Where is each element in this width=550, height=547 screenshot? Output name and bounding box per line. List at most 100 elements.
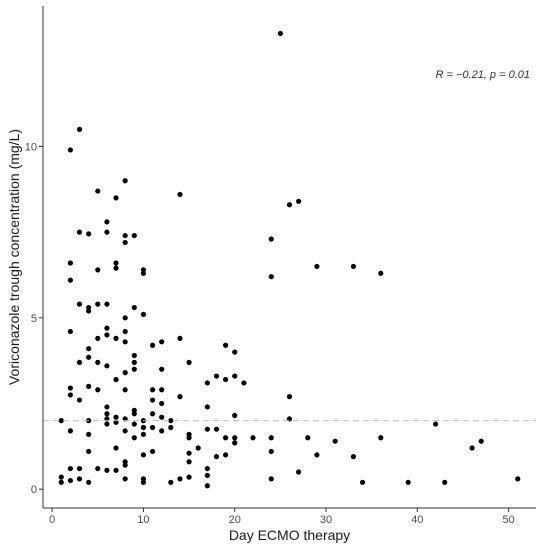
- data-point: [131, 435, 137, 441]
- data-point: [76, 476, 83, 482]
- data-point: [149, 424, 156, 431]
- data-point: [159, 387, 165, 393]
- data-point: [86, 431, 92, 437]
- data-point: [122, 428, 128, 434]
- data-point: [67, 385, 73, 391]
- data-point: [204, 426, 210, 432]
- data-point: [76, 397, 83, 403]
- data-point: [140, 270, 147, 276]
- data-point: [67, 392, 73, 398]
- data-point: [268, 274, 274, 280]
- data-point: [95, 301, 101, 307]
- data-point: [122, 328, 128, 335]
- data-point: [104, 404, 110, 410]
- data-point: [67, 328, 73, 335]
- data-point: [378, 435, 384, 441]
- data-point: [113, 376, 119, 383]
- data-point: [131, 232, 137, 239]
- data-point: [113, 414, 119, 420]
- data-point: [122, 462, 128, 468]
- data-point: [86, 231, 92, 237]
- data-point: [177, 394, 183, 400]
- data-point: [204, 465, 210, 472]
- data-point: [314, 452, 320, 458]
- data-point: [86, 479, 92, 485]
- data-point: [195, 445, 201, 451]
- data-point: [350, 263, 357, 270]
- data-point: [140, 311, 147, 317]
- data-point: [104, 229, 110, 235]
- data-point: [186, 450, 192, 456]
- data-point: [250, 435, 256, 441]
- data-point: [131, 421, 137, 427]
- data-point: [204, 483, 210, 489]
- data-point: [168, 418, 174, 424]
- data-point: [296, 198, 302, 204]
- data-point: [159, 400, 165, 407]
- data-point: [186, 459, 192, 465]
- data-points: [58, 30, 521, 489]
- x-tick-label: 0: [49, 514, 55, 526]
- data-point: [76, 359, 83, 365]
- x-tick-label: 10: [137, 514, 149, 526]
- data-point: [131, 304, 137, 311]
- data-point: [113, 265, 119, 271]
- data-point: [86, 346, 92, 352]
- data-point: [131, 359, 137, 365]
- data-point: [95, 188, 101, 194]
- data-point: [67, 428, 73, 434]
- data-point: [405, 479, 411, 485]
- data-point: [378, 270, 384, 276]
- data-point: [104, 363, 110, 369]
- data-point: [95, 465, 101, 472]
- data-point: [268, 448, 274, 455]
- data-point: [67, 477, 73, 484]
- data-point: [213, 373, 220, 379]
- data-point: [232, 440, 238, 446]
- data-point: [122, 232, 128, 239]
- x-axis-title: Day ECMO therapy: [229, 527, 350, 543]
- data-point: [95, 335, 101, 341]
- data-point: [232, 412, 238, 419]
- data-point: [122, 178, 128, 184]
- data-point: [469, 445, 475, 451]
- data-point: [140, 431, 147, 437]
- data-point: [186, 359, 192, 365]
- correlation-annotation: R = −0.21, p = 0.01: [436, 69, 531, 81]
- x-tick-label: 30: [320, 514, 332, 526]
- y-tick-label: 10: [25, 141, 37, 153]
- data-point: [140, 479, 147, 485]
- y-tick-label: 0: [31, 484, 37, 496]
- data-point: [213, 454, 220, 460]
- data-point: [76, 301, 83, 307]
- data-point: [222, 376, 229, 383]
- data-point: [86, 448, 92, 455]
- data-point: [86, 308, 92, 314]
- data-point: [131, 411, 137, 417]
- data-point: [104, 219, 110, 225]
- data-point: [432, 421, 439, 427]
- data-point: [232, 349, 238, 355]
- data-point: [286, 202, 293, 208]
- data-point: [113, 335, 119, 341]
- data-point: [296, 469, 302, 475]
- data-point: [168, 479, 174, 485]
- data-point: [149, 387, 156, 393]
- data-point: [76, 126, 83, 132]
- data-point: [268, 435, 274, 441]
- data-point: [478, 438, 484, 444]
- data-point: [104, 332, 110, 338]
- data-point: [359, 479, 366, 485]
- data-point: [113, 260, 119, 266]
- data-point: [131, 366, 137, 372]
- data-point: [76, 229, 83, 235]
- data-point: [86, 383, 92, 389]
- data-point: [515, 476, 521, 482]
- data-point: [314, 263, 320, 270]
- data-point: [86, 354, 92, 360]
- data-point: [67, 465, 73, 472]
- y-tick-label: 5: [31, 313, 37, 325]
- data-point: [168, 424, 174, 431]
- data-point: [113, 445, 119, 451]
- data-point: [222, 435, 229, 441]
